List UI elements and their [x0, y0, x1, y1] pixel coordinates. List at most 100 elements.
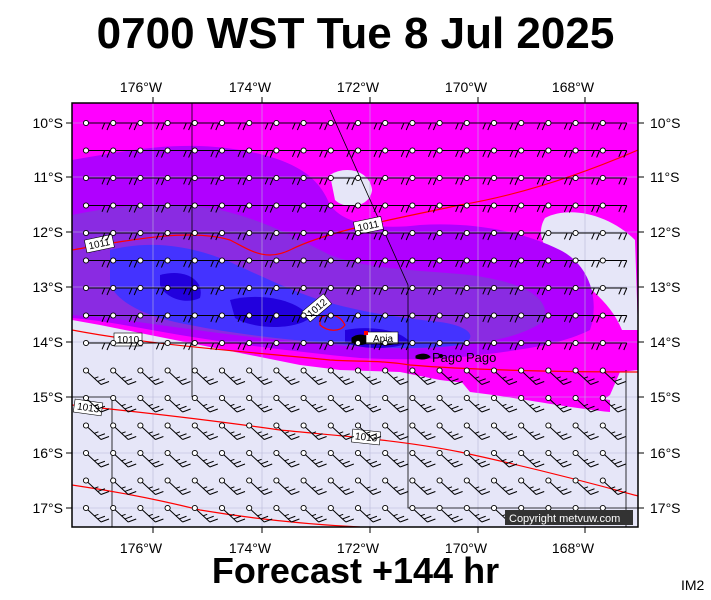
wind-barb: [327, 312, 356, 323]
wind-barb: [354, 367, 382, 385]
lat-label: 17°S: [32, 500, 63, 516]
lat-label: 13°S: [32, 279, 63, 295]
wind-barb: [545, 367, 572, 385]
wind-barb: [463, 119, 492, 131]
lon-label: 174°W: [229, 540, 272, 556]
wind-barb: [599, 284, 628, 296]
wind-barb: [191, 394, 218, 413]
isobar-label: 1011: [88, 237, 112, 252]
wind-barb: [436, 394, 463, 413]
wind-barb: [545, 449, 572, 468]
wind-barb: [382, 202, 410, 213]
wind-barb: [300, 229, 329, 241]
wind-barb: [409, 367, 436, 385]
lon-label: 172°W: [337, 79, 380, 95]
wind-barb: [545, 394, 572, 413]
wind-barb: [599, 257, 628, 268]
wind-barb: [246, 119, 274, 131]
wind-barb: [382, 147, 410, 158]
wind-barb: [599, 229, 628, 241]
wind-barb: [572, 284, 601, 296]
wind-barb: [191, 312, 220, 323]
wind-barb: [545, 422, 572, 440]
wind-barb: [463, 367, 490, 385]
wind-barb: [164, 449, 191, 468]
wind-barb: [572, 229, 601, 241]
wind-barb: [191, 477, 218, 495]
wind-barb: [82, 257, 111, 268]
wind-barb: [110, 449, 137, 468]
longitude-labels-top: 176°W 174°W 172°W 170°W 168°W: [120, 79, 595, 95]
wind-barb: [246, 449, 273, 468]
wind-barb: [409, 477, 436, 495]
wind-barb: [572, 202, 601, 213]
wind-barb: [218, 339, 247, 351]
wind-barb: [327, 477, 354, 495]
wind-barb: [599, 477, 626, 495]
wind-barb: [82, 394, 110, 413]
wind-barb: [300, 174, 329, 186]
wind-barb: [572, 422, 599, 440]
wind-barb: [599, 147, 628, 158]
wind-barb: [382, 339, 410, 351]
wind-barb: [273, 477, 300, 495]
wind-barb: [436, 312, 465, 323]
lat-label: 16°S: [650, 445, 681, 461]
wind-barb: [436, 147, 465, 158]
lat-label: 12°S: [32, 224, 63, 240]
wind-barb: [327, 174, 356, 186]
wind-barb: [327, 119, 356, 131]
wind-barb: [82, 147, 111, 158]
wind-barb: [572, 477, 599, 495]
wind-barb: [110, 312, 138, 323]
wind-barb: [599, 449, 626, 468]
wind-barb: [490, 312, 519, 323]
wind-barb: [273, 504, 300, 523]
wind-barb: [436, 174, 465, 186]
wind-barb: [300, 449, 327, 468]
wind-barb: [110, 394, 137, 413]
wind-barb: [218, 394, 246, 413]
wind-barb: [246, 312, 274, 323]
wind-barb: [436, 229, 465, 241]
wind-barb: [518, 147, 546, 158]
copyright-box: Copyright metvuw.com: [505, 510, 633, 525]
wind-barb: [82, 229, 111, 241]
wind-barb: [354, 312, 383, 323]
wind-barb: [545, 284, 573, 296]
map-title: 0700 WST Tue 8 Jul 2025: [96, 9, 615, 58]
wind-barb: [137, 504, 164, 523]
wind-barb: [246, 147, 274, 158]
wind-barb: [436, 257, 465, 268]
wind-barb: [191, 339, 220, 351]
wind-barb: [599, 394, 626, 413]
wind-barb: [327, 202, 356, 213]
wind-barb: [354, 339, 383, 351]
wind-barb: [382, 229, 410, 241]
wind-barb: [572, 449, 599, 468]
wind-barb: [82, 312, 111, 323]
wind-barb: [218, 174, 247, 186]
wind-barb: [545, 202, 573, 213]
isobar-1010: [72, 329, 638, 373]
wind-barb: [518, 229, 546, 241]
wind-barb: [599, 422, 626, 440]
wind-barb: [137, 449, 164, 468]
wind-barb: [246, 229, 274, 241]
wind-barb: [164, 504, 191, 523]
wind-barb: [518, 284, 546, 296]
wind-barb: [110, 202, 138, 213]
wind-barb: [137, 394, 164, 413]
wind-barb: [463, 284, 492, 296]
lat-label: 12°S: [650, 224, 681, 240]
wind-barb: [354, 174, 383, 186]
wind-barb: [327, 229, 356, 241]
lon-label: 176°W: [120, 79, 163, 95]
wind-barb: [382, 312, 410, 323]
wind-barb: [545, 477, 572, 495]
wind-barb: [137, 257, 165, 268]
wind-barb: [354, 422, 382, 440]
lon-label: 172°W: [337, 540, 380, 556]
wind-barb: [463, 449, 490, 468]
lat-label: 10°S: [32, 115, 63, 131]
